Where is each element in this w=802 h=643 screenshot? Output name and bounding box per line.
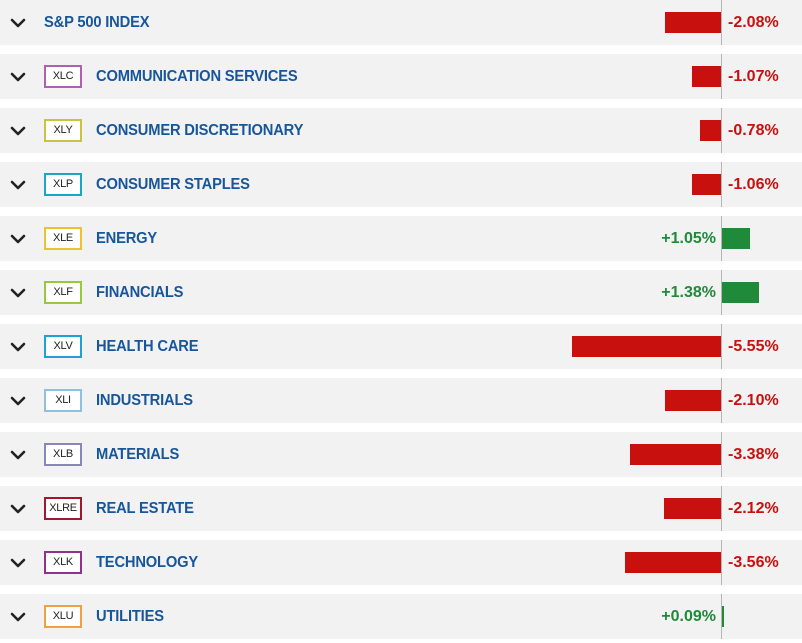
sector-row[interactable]: XLRE REAL ESTATE -2.12%: [0, 486, 802, 531]
zero-axis-line: [721, 216, 722, 261]
zero-axis-line: [721, 432, 722, 477]
ticker-badge: XLE: [44, 227, 82, 250]
ticker-badge: XLI: [44, 389, 82, 412]
sector-row[interactable]: XLP CONSUMER STAPLES -1.06%: [0, 162, 802, 207]
sector-row[interactable]: XLE ENERGY +1.05%: [0, 216, 802, 261]
chevron-down-icon[interactable]: [9, 392, 27, 410]
ticker-badge: XLC: [44, 65, 82, 88]
sector-row[interactable]: XLB MATERIALS -3.38%: [0, 432, 802, 477]
sector-name[interactable]: CONSUMER STAPLES: [96, 176, 250, 193]
zero-axis-line: [721, 270, 722, 315]
change-percent: -1.07%: [728, 68, 779, 85]
change-percent: +0.09%: [661, 608, 716, 625]
chevron-down-icon[interactable]: [9, 500, 27, 518]
chevron-down-icon[interactable]: [9, 554, 27, 572]
ticker-badge: XLY: [44, 119, 82, 142]
sector-name[interactable]: COMMUNICATION SERVICES: [96, 68, 298, 85]
zero-axis-line: [721, 0, 722, 45]
ticker-badge: XLV: [44, 335, 82, 358]
sector-name[interactable]: ENERGY: [96, 230, 158, 247]
index-name[interactable]: S&P 500 INDEX: [44, 14, 150, 31]
ticker-badge: XLRE: [44, 497, 82, 520]
sector-row[interactable]: XLF FINANCIALS +1.38%: [0, 270, 802, 315]
sector-name[interactable]: CONSUMER DISCRETIONARY: [96, 122, 304, 139]
change-percent: -3.56%: [728, 554, 779, 571]
zero-axis-line: [721, 108, 722, 153]
change-percent: -2.08%: [728, 14, 779, 31]
zero-axis-line: [721, 162, 722, 207]
zero-axis-line: [721, 54, 722, 99]
ticker-badge: XLU: [44, 605, 82, 628]
ticker-badge: XLF: [44, 281, 82, 304]
chevron-down-icon[interactable]: [9, 284, 27, 302]
zero-axis-line: [721, 324, 722, 369]
sector-row[interactable]: XLU UTILITIES +0.09%: [0, 594, 802, 639]
change-bar: [692, 174, 721, 195]
sector-row[interactable]: XLY CONSUMER DISCRETIONARY -0.78%: [0, 108, 802, 153]
chevron-down-icon[interactable]: [9, 608, 27, 626]
change-bar: [722, 228, 751, 249]
change-bar: [625, 552, 721, 573]
sector-name[interactable]: INDUSTRIALS: [96, 392, 193, 409]
sector-row[interactable]: XLI INDUSTRIALS -2.10%: [0, 378, 802, 423]
change-bar: [663, 498, 721, 519]
sector-name[interactable]: FINANCIALS: [96, 284, 184, 301]
zero-axis-line: [721, 486, 722, 531]
chevron-down-icon[interactable]: [9, 446, 27, 464]
index-row[interactable]: S&P 500 INDEX -2.08%: [0, 0, 802, 45]
zero-axis-line: [721, 540, 722, 585]
sector-row[interactable]: XLC COMMUNICATION SERVICES -1.07%: [0, 54, 802, 99]
zero-axis-line: [721, 378, 722, 423]
change-bar: [722, 606, 725, 627]
change-percent: -1.06%: [728, 176, 779, 193]
change-bar: [664, 390, 721, 411]
change-bar: [665, 12, 721, 33]
change-percent: -2.12%: [728, 500, 779, 517]
change-percent: +1.05%: [661, 230, 716, 247]
change-bar: [722, 282, 760, 303]
change-bar: [571, 336, 721, 357]
chevron-down-icon[interactable]: [9, 68, 27, 86]
change-percent: -0.78%: [728, 122, 779, 139]
sector-name[interactable]: HEALTH CARE: [96, 338, 199, 355]
sector-name[interactable]: REAL ESTATE: [96, 500, 194, 517]
sector-row[interactable]: XLV HEALTH CARE -5.55%: [0, 324, 802, 369]
chevron-down-icon[interactable]: [9, 230, 27, 248]
zero-axis-line: [721, 594, 722, 639]
change-percent: -5.55%: [728, 338, 779, 355]
ticker-badge: XLK: [44, 551, 82, 574]
chevron-down-icon[interactable]: [9, 176, 27, 194]
sector-name[interactable]: MATERIALS: [96, 446, 180, 463]
change-percent: -2.10%: [728, 392, 779, 409]
change-percent: +1.38%: [661, 284, 716, 301]
change-bar: [630, 444, 721, 465]
ticker-badge: XLP: [44, 173, 82, 196]
sector-name[interactable]: UTILITIES: [96, 608, 164, 625]
sector-row[interactable]: XLK TECHNOLOGY -3.56%: [0, 540, 802, 585]
chevron-down-icon[interactable]: [9, 14, 27, 32]
chevron-down-icon[interactable]: [9, 122, 27, 140]
change-bar: [700, 120, 721, 141]
chevron-down-icon[interactable]: [9, 338, 27, 356]
ticker-badge: XLB: [44, 443, 82, 466]
sector-name[interactable]: TECHNOLOGY: [96, 554, 199, 571]
change-percent: -3.38%: [728, 446, 779, 463]
change-bar: [692, 66, 721, 87]
